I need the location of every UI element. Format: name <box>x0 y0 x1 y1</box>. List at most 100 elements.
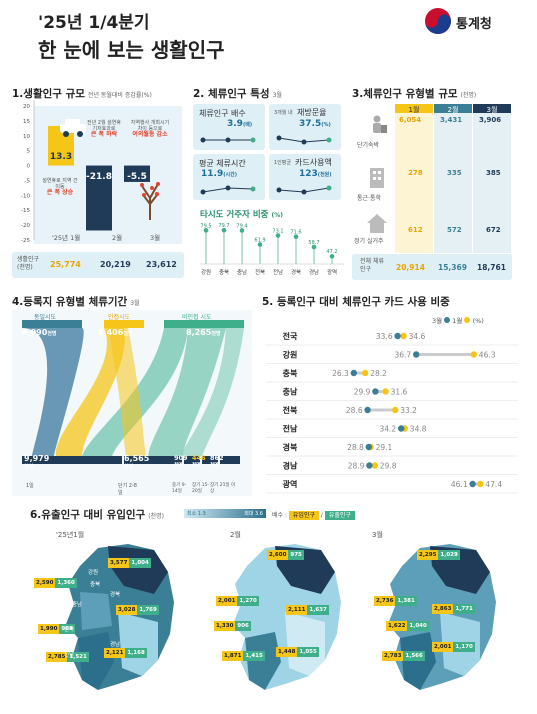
dot-mar <box>413 351 420 358</box>
sec1-pop-feb: 20,219 <box>100 260 131 269</box>
map-outflow-value: 1,270 <box>237 596 259 606</box>
sec6-legend-out: 유출인구 <box>324 511 355 520</box>
sec1-ytick: -15 <box>21 208 30 214</box>
sec4-src2-value: 8,265천명 <box>186 328 221 337</box>
dot-category-label: 충북 <box>283 368 298 378</box>
ratio-point <box>221 227 227 233</box>
sec3-row1-label: 통근·통학 <box>357 195 381 202</box>
sec3-r0-jan: 6,054 <box>399 116 422 124</box>
sec4-src2-unit: 천명 <box>211 331 221 337</box>
sec4-tgt1-unit: 천명 <box>124 464 134 470</box>
sec4-tgt2-num: 909 <box>174 454 188 462</box>
map-label: 1,448 1,055 <box>276 647 319 657</box>
sec1-pop-row: 생활인구 (천명) 25,774 20,219 23,612 <box>12 252 184 278</box>
sec1-ytick: 0 <box>27 164 31 170</box>
sec2-k2-value: 37.5(%) <box>299 119 331 129</box>
dot-jan-value: 29.8 <box>380 462 397 471</box>
sec1-bar <box>86 165 112 231</box>
sec2-k1-unit: (배) <box>242 122 253 128</box>
dot-mar <box>394 332 401 340</box>
sec5-legend-jan-dot <box>464 317 471 323</box>
sec2-k2-spark <box>276 135 332 145</box>
sec1-note-mar-main: 지역행사 개최시기 차이 등으로 <box>130 120 170 132</box>
map-inflow-value: 2,785 <box>46 652 68 662</box>
map-label: 2,783 1,566 <box>382 651 425 661</box>
sec6-unit: (천명) <box>148 513 164 520</box>
sec1-ytick: -20 <box>21 223 30 229</box>
sec3-r1-feb: 335 <box>447 169 462 177</box>
sec2-k2-prefix: 3개월 내 <box>274 110 293 116</box>
sec4-tgt0-unit: 천명 <box>24 464 34 470</box>
dot-mar <box>469 480 476 488</box>
ratio-point <box>311 244 317 250</box>
map-label: 2,863 1,771 <box>432 604 475 614</box>
sec2-ratio-chart: 79.5 강원 79.7 충북 79.4 충남 61.9 전북 73.1 전남 71.6 경북 58.7… <box>200 223 344 276</box>
dot-category-label: 전남 <box>283 424 298 434</box>
ratio-point <box>239 228 245 233</box>
sec4-src0-label: 동일시도 <box>34 314 57 321</box>
map-label: 2,121 1,168 <box>104 648 147 658</box>
sec3-col-mar-bg <box>473 113 511 253</box>
map-inflow-value: 2,600 <box>267 550 289 560</box>
sec6-maps <box>66 544 496 690</box>
sec4-tgt1-value: 6,565 천명 <box>124 454 149 470</box>
dot-mar-value: 28.6 <box>346 406 363 415</box>
map-region-name: 충북 <box>90 582 101 588</box>
map-outflow-value: 975 <box>288 550 304 560</box>
sec3-r0-mar: 3,906 <box>479 116 502 124</box>
sec6-map-title-jan: '25년1월 <box>56 531 85 539</box>
map-outflow-value: 988 <box>59 624 75 634</box>
sec2-kpi-card-spend: 1인평균 카드사용액 123(천원) <box>269 154 341 200</box>
sec2-k1-label: 체류인구 배수 <box>199 109 246 118</box>
sec2-k4-label: 카드사용액 <box>295 158 332 167</box>
dot-mar-value: 28.9 <box>348 462 365 471</box>
sec3-col-feb-bg <box>434 113 472 253</box>
header-title-line1: '25년 1/4분기 <box>38 13 150 33</box>
dot-category-label: 광역 <box>283 479 298 489</box>
dot-category-label: 경남 <box>283 461 298 471</box>
sec3-unit: (천명) <box>460 92 477 99</box>
sec3-row0-label: 단기숙박 <box>357 142 380 149</box>
ratio-category-label: 강원 <box>201 268 211 276</box>
ratio-value-label: 73.1 <box>272 229 283 235</box>
map-outflow-value: 1,055 <box>297 647 319 657</box>
dot-jan-value: 29.1 <box>376 443 393 452</box>
ratio-value-label: 71.6 <box>290 230 301 236</box>
map-inflow-value: 2,736 <box>374 596 396 606</box>
ratio-category-label: 충남 <box>237 268 247 276</box>
map-outflow-value: 906 <box>235 621 251 631</box>
map-label: 3,028 1,769 <box>116 605 159 615</box>
map-inflow-value: 1,622 <box>386 621 408 631</box>
map-region-name: 강원 <box>88 570 99 576</box>
sec1-ytick: 10 <box>23 134 30 140</box>
dot-jan <box>362 369 369 377</box>
dot-category-label: 전국 <box>283 331 298 341</box>
map-inflow-value: 2,001 <box>216 596 238 606</box>
map-outflow-value: 1,769 <box>137 605 159 615</box>
sec3-r2-mar: 672 <box>486 226 501 234</box>
taegeuk-logo-icon <box>425 8 451 34</box>
dot-jan <box>371 462 378 469</box>
map-region-name: 경북 <box>110 592 121 598</box>
map-outflow-value: 1,168 <box>125 648 147 658</box>
ratio-value-label: 79.4 <box>236 223 247 229</box>
ratio-point <box>257 242 263 247</box>
sec4-src0-unit: 천명 <box>47 331 57 337</box>
dot-jan-value: 31.6 <box>391 388 408 397</box>
map-outflow-value: 1,170 <box>453 642 475 652</box>
ratio-value-label: 79.5 <box>200 223 211 229</box>
map-inflow-value: 2,121 <box>104 648 126 658</box>
sec1-note-jan-main: 설연휴로 지역 간 이동 <box>42 178 78 190</box>
sec2-kpi-multiple: 체류인구 배수 3.9(배) <box>193 104 265 150</box>
dot-category-label: 강원 <box>283 350 298 360</box>
map-outflow-value: 1,004 <box>129 558 151 568</box>
sec1-ytick: 15 <box>23 119 30 125</box>
sec4-tgt4-label: 장기 21일 이상 <box>210 483 236 494</box>
map-inflow-value: 1,448 <box>276 647 298 657</box>
sec2-k3-unit: (시간) <box>223 172 237 178</box>
map-mar <box>388 544 496 690</box>
sec1-note-feb-main: 전년 2월 설연휴 기저효과로 <box>87 120 121 132</box>
sec1-ytick: -5 <box>25 178 31 184</box>
sec3-total-mar: 18,761 <box>477 263 506 272</box>
ratio-point <box>293 234 299 240</box>
